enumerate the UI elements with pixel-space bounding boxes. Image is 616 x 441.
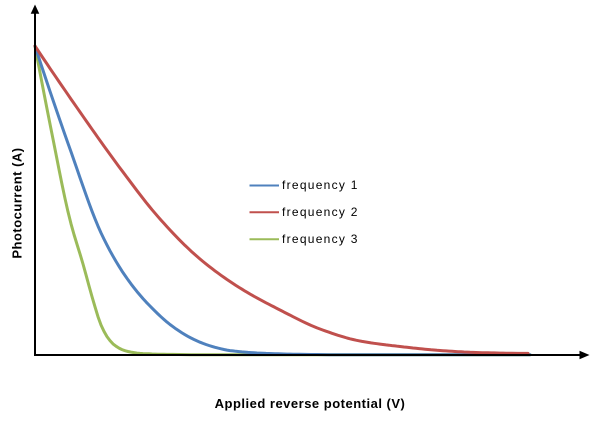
svg-text:frequency 1: frequency 1 <box>282 178 359 192</box>
svg-text:Applied reverse potential (V): Applied reverse potential (V) <box>215 396 406 411</box>
svg-text:Photocurrent (A): Photocurrent (A) <box>10 147 25 258</box>
svg-text:frequency 3: frequency 3 <box>282 232 359 246</box>
svg-text:frequency 2: frequency 2 <box>282 205 359 219</box>
